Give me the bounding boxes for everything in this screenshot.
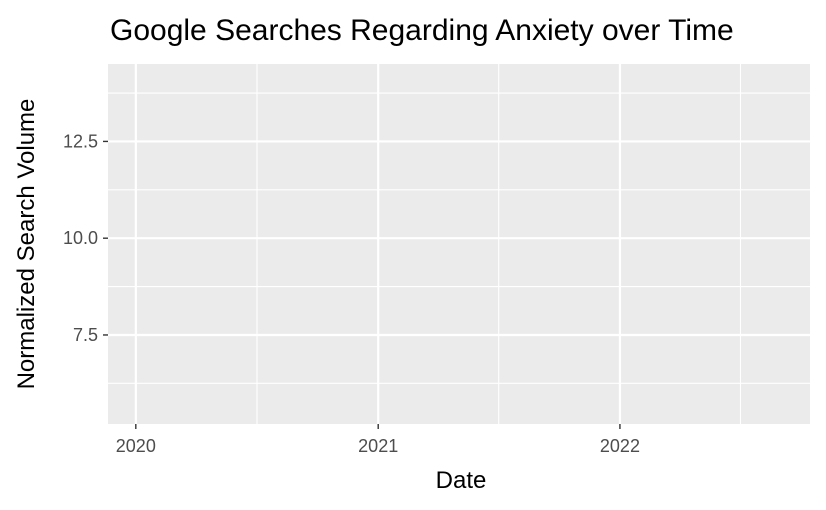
- grid-layer: [108, 64, 810, 424]
- y-tick-label: 7.5: [73, 325, 98, 345]
- x-tick-label: 2020: [116, 436, 156, 456]
- axis-layer: 2020 2021 2022 7.5 10.0 12.5: [63, 131, 640, 456]
- plot-panel: [108, 64, 810, 424]
- chart-title: Google Searches Regarding Anxiety over T…: [110, 14, 734, 47]
- y-axis-title: Normalized Search Volume: [13, 99, 40, 390]
- x-tick-label: 2021: [358, 436, 398, 456]
- x-tick-label: 2022: [600, 436, 640, 456]
- y-tick-label: 12.5: [63, 131, 98, 151]
- x-axis-title: Date: [436, 467, 487, 494]
- y-tick-label: 10.0: [63, 228, 98, 248]
